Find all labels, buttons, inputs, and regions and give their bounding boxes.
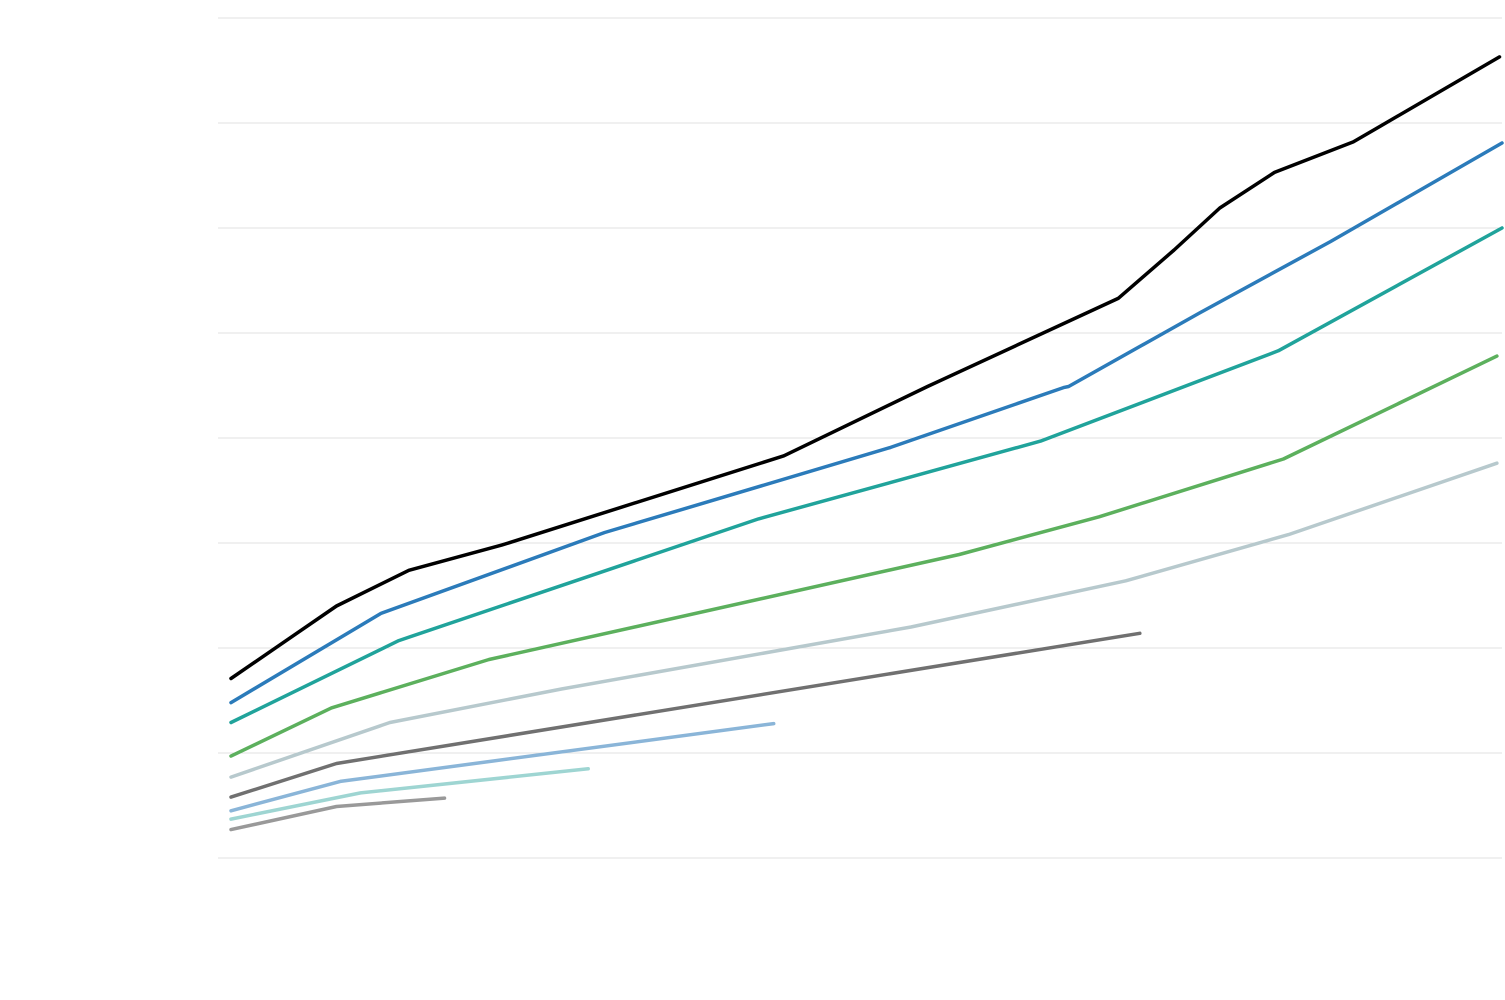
series-line-4 — [229, 354, 1499, 758]
series-line-2 — [229, 141, 1504, 705]
series-lines — [229, 55, 1504, 832]
series-line-3 — [229, 226, 1504, 725]
series-line-7 — [229, 721, 776, 813]
series-line-5 — [229, 461, 1499, 779]
series-line-9 — [229, 796, 447, 832]
series-line-1 — [229, 55, 1502, 681]
series-line-8 — [229, 767, 590, 821]
gridlines — [218, 17, 1502, 859]
series-line-6 — [229, 631, 1142, 799]
